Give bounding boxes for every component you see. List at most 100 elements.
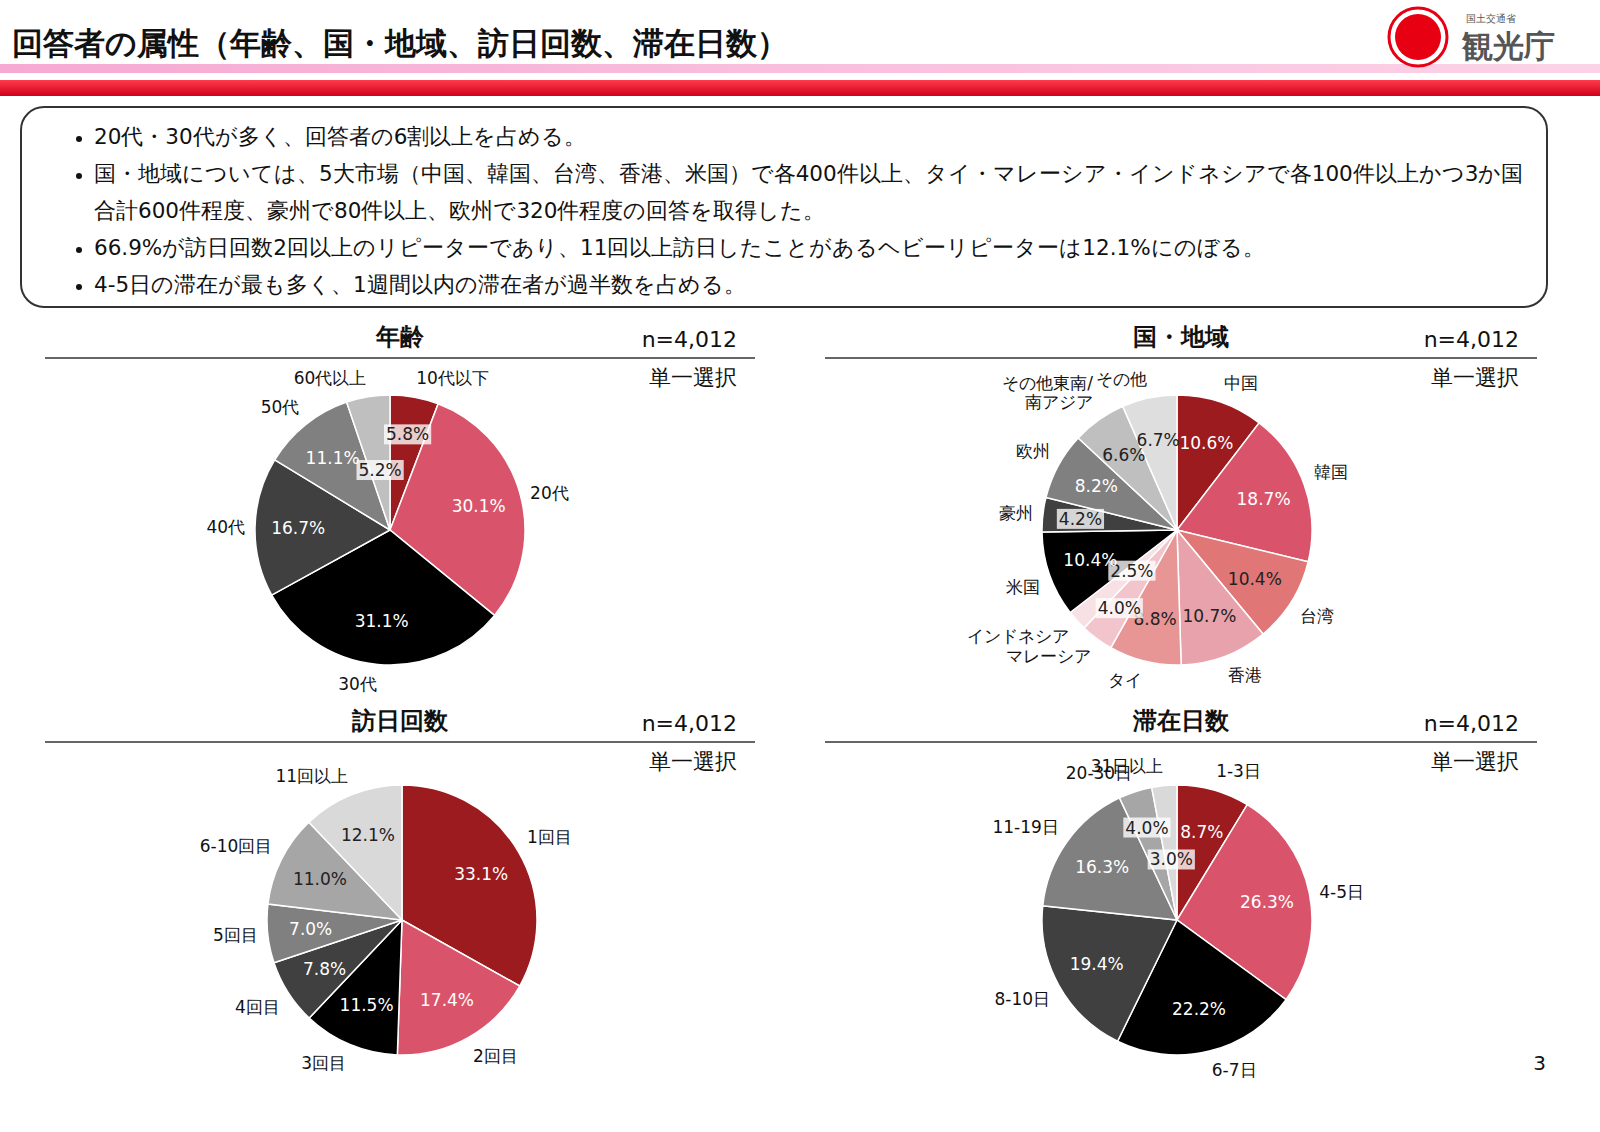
data-label: 11.5% [340,995,394,1015]
category-label-line: 香港 [1228,665,1262,685]
category-label: 11回以上 [276,766,349,786]
category-label-line: 豪州 [999,503,1033,523]
bullet: 4-5日の滞在が最も多く、1週間以内の滞在者が過半数を占める。 [94,266,1526,303]
data-label-group: 6.7% [1137,430,1180,450]
category-label-line: 3回目 [301,1053,346,1073]
category-label-line: 4-5日 [1319,882,1364,902]
category-label-line: 11-19日 [992,817,1058,837]
data-label-bg [384,424,431,444]
data-label: 7.8% [303,959,346,979]
slice [1177,530,1263,665]
slice [397,920,519,1055]
data-label-group: 8.7% [1180,822,1223,842]
slide: 回答者の属性（年齢、国・地域、訪日回数、滞在日数）国土交通省観光庁3年齢n=4,… [0,0,1600,1132]
slices [1042,785,1312,1055]
data-label: 22.2% [1172,999,1226,1019]
category-label-line: 40代 [206,517,245,537]
data-label: 5.8% [386,424,429,444]
data-label: 18.7% [1237,489,1291,509]
data-label-group: 19.4% [1070,954,1124,974]
category-label: 中国 [1224,373,1258,393]
data-label-group: 10.7% [1182,606,1236,626]
data-label: 16.3% [1075,857,1129,877]
category-label-line: 1回目 [527,827,572,847]
header-red-bar [0,80,1600,96]
data-label-group: 4.2% [1057,509,1104,529]
bullet: 20代・30代が多く、回答者の6割以上を占める。 [94,118,1526,155]
data-label: 30.1% [452,496,506,516]
annotation: 単一選択 [1431,749,1519,774]
category-label: その他 [1096,369,1147,389]
category-label: 2回目 [473,1046,518,1066]
data-label: 7.0% [289,919,332,939]
data-label: 5.2% [359,460,402,480]
data-label: 10.4% [1063,550,1117,570]
data-label-group: 8.2% [1075,476,1118,496]
category-label: 1-3日 [1216,761,1261,781]
category-label: 欧州 [1016,441,1050,461]
category-label-line: 中国 [1224,373,1258,393]
logo-sun [1395,14,1441,60]
data-label-group: 10.6% [1179,433,1233,453]
category-label: 4回目 [235,997,280,1017]
labels: 5.8%30.1%31.1%16.7%11.1%5.2%10代以下20代30代4… [206,368,568,694]
chart-title: 国・地域 [1133,323,1229,351]
data-label: 8.7% [1180,822,1223,842]
annotation: n=4,012 [642,711,737,736]
bullet-list: 20代・30代が多く、回答者の6割以上を占める。国・地域については、5大市場（中… [22,118,1526,303]
category-label: タイ [1108,670,1142,690]
slices [1042,395,1312,665]
logo-ring [1389,8,1447,66]
category-label: 11-19日 [992,817,1058,837]
data-label-bg [1096,598,1143,618]
category-label: 4-5日 [1319,882,1364,902]
category-label-line: 6-7日 [1212,1060,1257,1080]
category-label-line: 5回目 [213,925,258,945]
data-label-group: 17.4% [420,990,474,1010]
data-label: 4.2% [1059,509,1102,529]
annotation: 単一選択 [1431,365,1519,390]
category-label: 31日以上 [1091,756,1164,776]
pie-chart: 国・地域n=4,012単一選択10.6%18.7%10.4%10.7%8.8%4… [825,323,1537,690]
page-number: 3 [1533,1051,1546,1075]
category-label-line: 欧州 [1016,441,1050,461]
slice [1042,906,1177,1041]
category-label: 10代以下 [416,368,489,388]
category-label: 40代 [206,517,245,537]
category-label: 韓国 [1314,462,1348,482]
data-label-group: 18.7% [1237,489,1291,509]
labels: 10.6%18.7%10.4%10.7%8.8%4.0%2.5%10.4%4.2… [967,369,1347,690]
data-label: 19.4% [1070,954,1124,974]
category-label-line: 台湾 [1300,606,1334,626]
data-label: 16.7% [271,518,325,538]
title-rule [825,741,1537,743]
category-label: マレーシア [1006,646,1091,666]
category-label-line: その他 [1096,369,1147,389]
category-label: 60代以上 [294,368,367,388]
category-label-line: インドネシア [967,626,1069,646]
category-label-line: 米国 [1006,577,1040,597]
chart-title: 訪日回数 [351,707,449,735]
category-label-line: その他東南/ [1002,373,1093,393]
chart-title: 年齢 [375,323,425,351]
annotation: 単一選択 [649,365,737,390]
bullet-box: 20代・30代が多く、回答者の6割以上を占める。国・地域については、5大市場（中… [20,106,1548,308]
data-label-group: 10.4% [1063,550,1117,570]
slice [309,785,402,920]
title-rule [45,741,755,743]
data-label: 10.6% [1179,433,1233,453]
category-label-line: 1-3日 [1216,761,1261,781]
data-label-group: 33.1% [454,864,508,884]
category-label: 8-10日 [994,989,1050,1009]
category-label: 台湾 [1300,606,1334,626]
category-label-line: タイ [1108,670,1142,690]
category-label: 豪州 [999,503,1033,523]
data-label: 4.0% [1125,818,1168,838]
pie-chart: 年齢n=4,012単一選択5.8%30.1%31.1%16.7%11.1%5.2… [45,323,755,694]
category-label-line: 南アジア [1025,392,1093,412]
slide-title: 回答者の属性（年齢、国・地域、訪日回数、滞在日数） [12,25,788,61]
data-label: 33.1% [454,864,508,884]
annotation: 単一選択 [649,749,737,774]
logo-agency: 観光庁 [1461,28,1555,64]
data-label-group: 10.4% [1228,569,1282,589]
